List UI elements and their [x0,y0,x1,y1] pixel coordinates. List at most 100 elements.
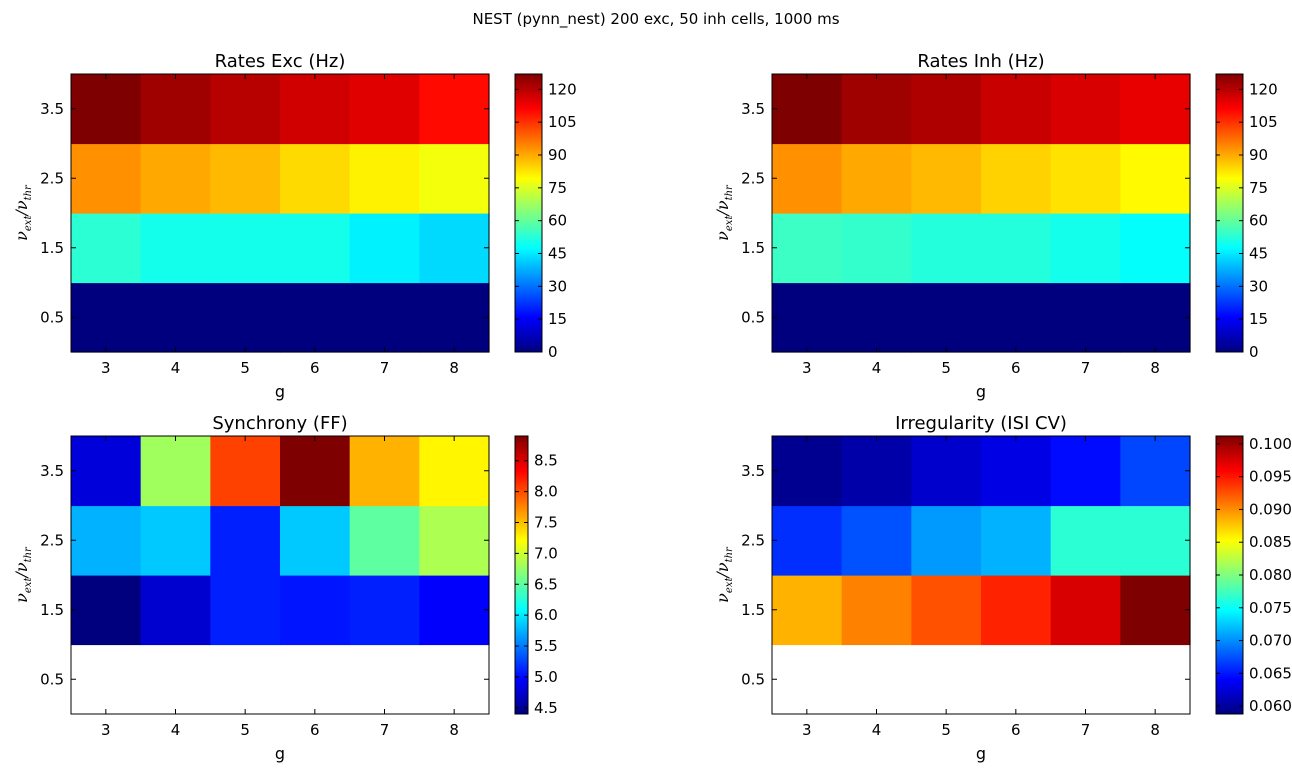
heatmap-cell [349,143,420,214]
heatmap-cell [419,436,490,507]
colorbar-tick-label: 0.065 [1249,664,1292,682]
x-tick-label: 3 [101,721,111,739]
heatmap-cell [1120,575,1191,646]
heatmap-panel-3: 3 4 5 6 7 8 0.5 1.5 2.5 3.5 Synchrony (FF) g νext/νt… [12,413,558,763]
heatmap-cell [1050,436,1121,507]
heatmap-cell [71,143,142,214]
x-tick-label: 3 [101,359,111,377]
heatmap-cell [1120,436,1191,507]
heatmap-cell [1050,505,1121,576]
heatmap-cell [981,213,1052,284]
colorbar: 4.5 5.0 5.5 6.0 6.5 7.0 7.5 8.0 8.5 [514,435,558,717]
heatmap-cell [911,282,982,353]
y-tick-label: 0.5 [741,308,765,326]
colorbar-tick-label: 0.095 [1249,468,1292,486]
panel-title: Synchrony (FF) [212,413,347,434]
y-axis-label: νext/νthr [713,184,735,241]
heatmap-cell [911,575,982,646]
heatmap-cell [911,143,982,214]
y-axis-label: νext/νthr [12,184,34,241]
heatmap-cell [280,74,351,145]
colorbar-tick-label: 30 [548,277,567,295]
plot-frame [70,73,490,353]
heatmap-cell [349,74,420,145]
colorbar-tick-label: 75 [548,179,567,197]
heatmap-cell [419,213,490,284]
heatmap-cell [280,505,351,576]
heatmap-cell [71,436,142,507]
heatmap-cell [911,436,982,507]
heatmap-cell [1050,575,1121,646]
colorbar-tick-label: 75 [1249,179,1268,197]
panel-title: Rates Inh (Hz) [917,51,1044,72]
heatmap-cell [140,213,211,284]
x-tick-label: 5 [240,359,250,377]
heatmap-cell [981,143,1052,214]
y-tick-label: 2.5 [741,531,765,549]
x-tick-label: 8 [1150,359,1160,377]
colorbar-tick-label: 15 [548,310,567,328]
heatmap-cell [841,282,912,353]
colorbar: 0.060 0.065 0.070 0.075 0.080 0.085 0.090 0.095… [1215,435,1292,715]
x-tick-label: 6 [1011,721,1021,739]
x-tick-label: 8 [449,359,459,377]
colorbar-tick-label: 0.075 [1249,599,1292,617]
plot-frame [771,73,1191,353]
heatmap-cell [981,282,1052,353]
x-axis-label: g [976,744,986,763]
colorbar-gradient [514,73,543,353]
colorbar-tick-label: 6.5 [534,575,558,593]
heatmap-cell [71,282,142,353]
colorbar-tick-label: 30 [1249,277,1268,295]
heatmap-cell [210,505,281,576]
colorbar-tick-label: 5.5 [534,637,558,655]
heatmap-cell [1120,74,1191,145]
y-tick-label: 1.5 [40,239,64,257]
heatmap-cell [419,143,490,214]
heatmap-cell [981,74,1052,145]
heatmap-cell [1120,282,1191,353]
heatmap-cell [841,74,912,145]
x-tick-label: 8 [449,721,459,739]
heatmap-cell [210,575,281,646]
heatmap-cell [349,282,420,353]
heatmap-cell [210,282,281,353]
panel-title: Irregularity (ISI CV) [895,413,1067,434]
y-tick-label: 2.5 [741,169,765,187]
colorbar-gradient [514,435,529,715]
colorbar-tick-label: 60 [1249,212,1268,230]
plot-frame [70,435,490,715]
x-tick-label: 4 [872,359,882,377]
colorbar-tick-label: 0.090 [1249,500,1292,518]
colorbar: 0 15 30 45 60 75 90 105 120 [514,73,577,361]
y-tick-label: 1.5 [741,239,765,257]
heatmap-cell [71,213,142,284]
y-tick-label: 3.5 [40,462,64,480]
x-tick-label: 6 [310,359,320,377]
colorbar-tick-label: 120 [548,80,577,98]
heatmap-cell [71,575,142,646]
colorbar-tick-label: 105 [1249,113,1278,131]
x-tick-label: 7 [1081,721,1091,739]
y-tick-label: 2.5 [40,531,64,549]
heatmap-cell [841,505,912,576]
colorbar-gradient [1215,435,1244,715]
colorbar-tick-label: 0.070 [1249,632,1292,650]
colorbar-gradient [1215,73,1244,353]
heatmap-cell [772,505,843,576]
y-tick-label: 3.5 [741,462,765,480]
colorbar-tick-label: 90 [1249,146,1268,164]
heatmap-cell [349,213,420,284]
x-tick-label: 5 [941,721,951,739]
heatmap-cell [841,436,912,507]
colorbar-tick-label: 0.080 [1249,566,1292,584]
heatmap-cell [772,282,843,353]
y-tick-label: 0.5 [741,670,765,688]
heatmap-cell [1050,213,1121,284]
x-axis-label: g [275,744,285,763]
heatmap-cell [210,74,281,145]
y-tick-label: 1.5 [40,601,64,619]
heatmap-cell [280,143,351,214]
heatmap-cell [772,436,843,507]
colorbar-tick-label: 60 [548,212,567,230]
